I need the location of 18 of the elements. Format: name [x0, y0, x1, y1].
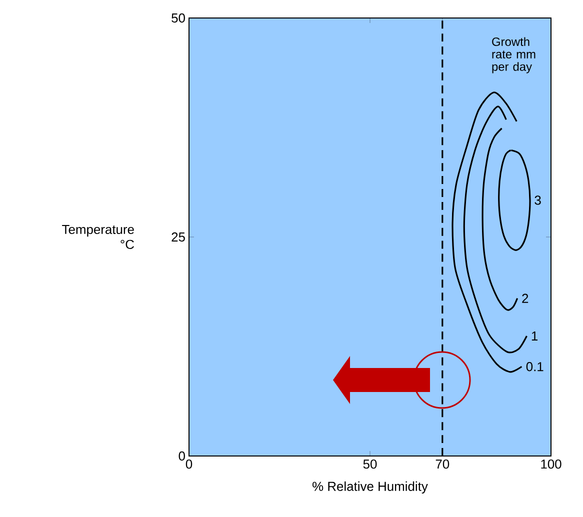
series-label: 3 — [534, 196, 541, 205]
series-label: 1 — [532, 332, 538, 340]
x-tick-label: 100 — [541, 460, 562, 469]
annotation: Growth rate mm per day — [492, 37, 536, 74]
y-tick-label: 50 — [172, 13, 185, 23]
x-tick-label: 0 — [186, 460, 192, 469]
line-series — [498, 149, 531, 251]
x-axis-title: % Relative Humidity — [312, 481, 428, 494]
line-series — [452, 92, 522, 373]
series-label: 0.1 — [526, 362, 544, 372]
series-label: 2 — [522, 294, 528, 303]
y-tick-label: 25 — [172, 232, 185, 242]
y-tick-label: 0 — [178, 451, 185, 461]
x-tick-label: 70 — [436, 460, 450, 469]
x-tick-label: 50 — [363, 460, 377, 469]
y-axis-title: Temperature °C — [62, 225, 134, 249]
line-series — [463, 106, 528, 354]
line-series — [482, 128, 518, 311]
